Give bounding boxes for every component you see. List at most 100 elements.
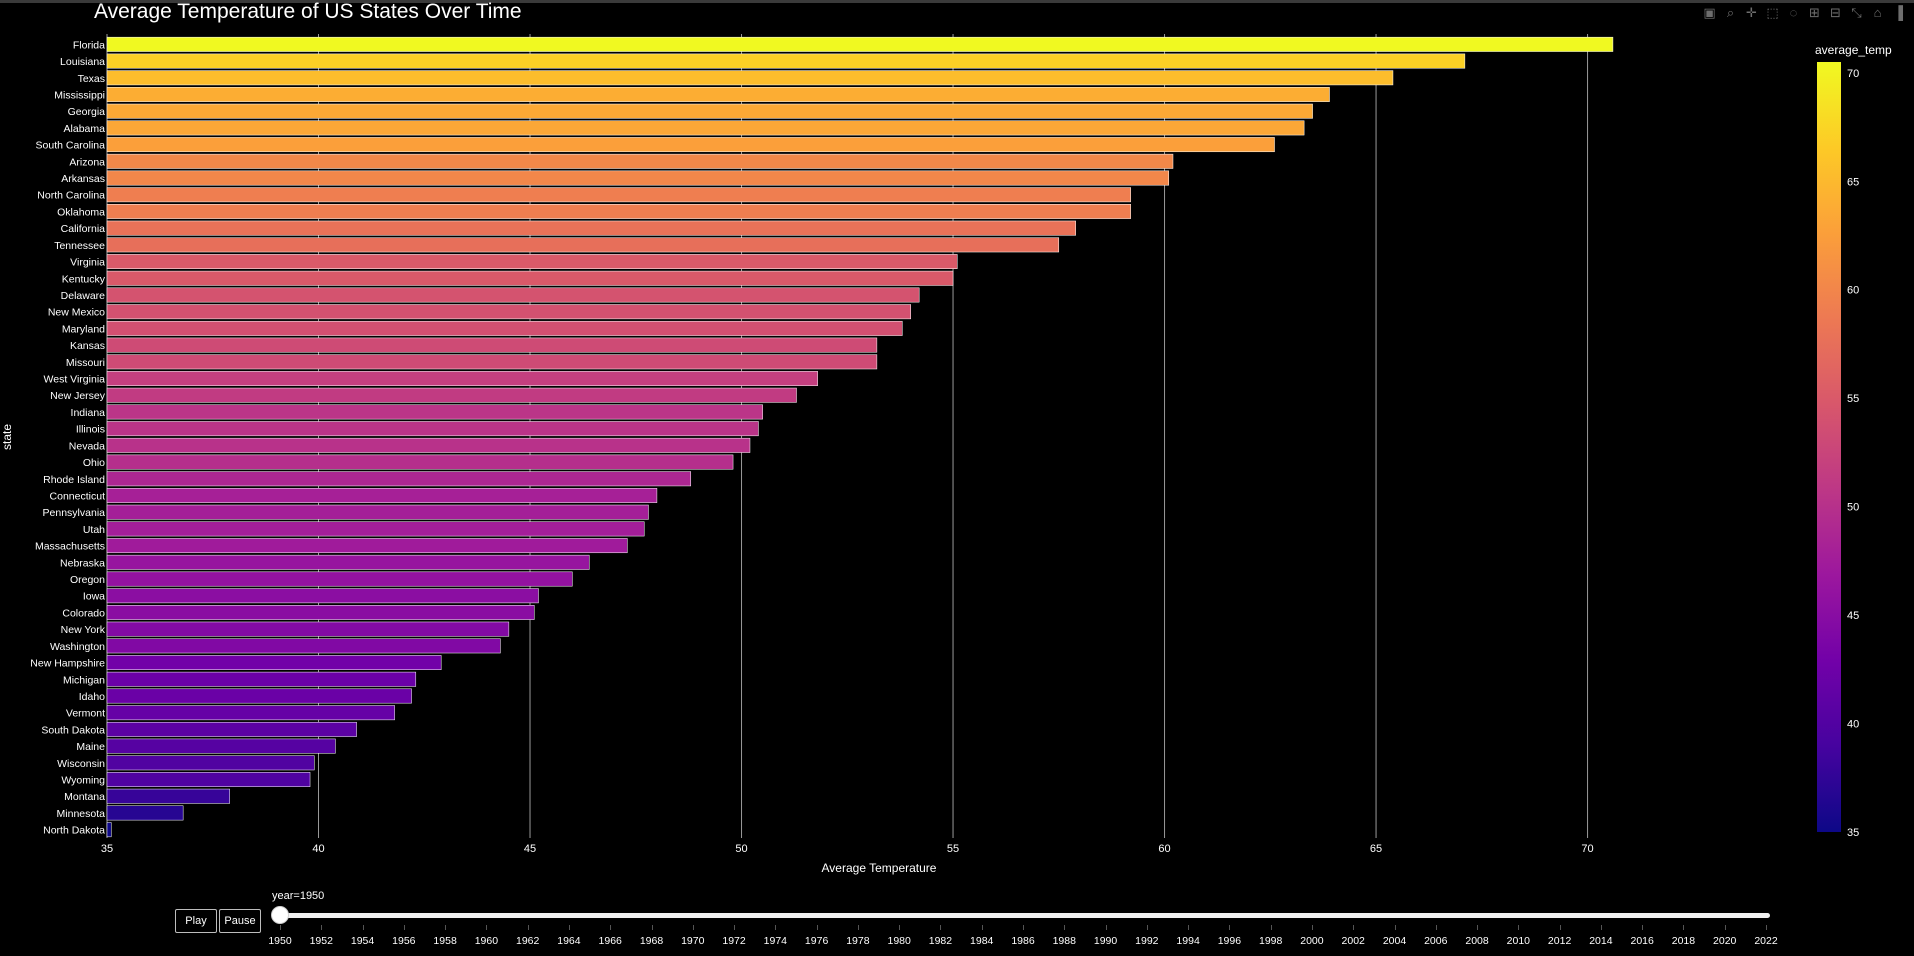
y-tick-label: Maine <box>76 741 105 753</box>
year-slider-rail[interactable] <box>272 913 1770 918</box>
slider-tick-label[interactable]: 1984 <box>970 935 994 947</box>
autoscale-icon[interactable]: ⤡ <box>1851 4 1862 20</box>
camera-icon[interactable]: ▣ <box>1703 4 1716 20</box>
slider-tick-label[interactable]: 2014 <box>1589 935 1613 947</box>
slider-tick-label[interactable]: 2010 <box>1506 935 1531 947</box>
play-button[interactable]: Play <box>175 909 217 933</box>
colorbar-tick-label: 35 <box>1847 827 1859 839</box>
bar <box>106 87 1330 102</box>
bar <box>106 471 692 487</box>
slider-tick-label[interactable]: 1954 <box>350 935 375 947</box>
slider-tick-label[interactable]: 1970 <box>681 935 705 947</box>
slider-tick-label[interactable]: 1998 <box>1258 935 1283 947</box>
slider-tick-label[interactable]: 2002 <box>1341 935 1365 947</box>
slider-tick <box>280 925 281 930</box>
slider-tick-label[interactable]: 2016 <box>1630 935 1654 947</box>
slider-tick <box>1188 925 1190 930</box>
y-tick-label: California <box>61 223 106 235</box>
bar <box>106 237 1060 253</box>
x-tick-label: 70 <box>1581 843 1593 855</box>
pause-button[interactable]: Pause <box>219 909 261 933</box>
slider-tick-label[interactable]: 1972 <box>722 935 746 947</box>
slider-tick-label[interactable]: 1974 <box>763 935 788 947</box>
slider-tick <box>1518 925 1520 930</box>
y-tick-label: Maryland <box>62 323 105 335</box>
slider-tick-label[interactable]: 2012 <box>1547 935 1572 947</box>
slider-tick-label[interactable]: 1962 <box>515 935 540 947</box>
slider-tick <box>486 925 488 930</box>
y-tick-label: Alabama <box>64 123 106 135</box>
y-tick-label: New Jersey <box>50 390 106 402</box>
pan-icon[interactable]: ✛ <box>1746 4 1757 20</box>
slider-tick-label[interactable]: 1960 <box>474 935 499 947</box>
slider-tick-label[interactable]: 1950 <box>268 935 292 947</box>
year-slider-handle[interactable] <box>271 906 289 924</box>
reset-axes-icon[interactable]: ⌂ <box>1873 4 1882 20</box>
bar <box>106 671 417 687</box>
bar <box>106 103 1313 119</box>
bar <box>106 805 184 821</box>
zoom-in-icon[interactable]: ⊞ <box>1809 4 1820 20</box>
slider-tick-label[interactable]: 1976 <box>804 935 829 947</box>
slider-tick-label[interactable]: 1982 <box>928 935 953 947</box>
colorbar-tick-label: 45 <box>1847 610 1859 622</box>
y-tick-label: Iowa <box>83 591 105 603</box>
slider-tick-label[interactable]: 2004 <box>1382 935 1407 947</box>
box-select-icon[interactable]: ⬚ <box>1766 4 1779 20</box>
y-tick-label: Pennsylvania <box>43 507 106 519</box>
y-tick-label: South Carolina <box>36 140 106 152</box>
y-tick-label: Colorado <box>62 607 105 619</box>
slider-tick <box>899 925 901 930</box>
slider-tick-label[interactable]: 2000 <box>1300 935 1324 947</box>
bar <box>106 137 1275 153</box>
y-tick-label: Wyoming <box>61 775 105 787</box>
bar <box>106 270 954 286</box>
bar <box>106 488 658 503</box>
plotly-logo-icon[interactable]: ▐ <box>1893 4 1904 20</box>
bar <box>106 287 920 303</box>
bar <box>106 170 1170 186</box>
slider-tick-label[interactable]: 1956 <box>392 935 416 947</box>
bar <box>106 721 357 737</box>
slider-tick-label[interactable]: 1996 <box>1217 935 1242 947</box>
slider-tick-label[interactable]: 1964 <box>557 935 581 947</box>
slider-tick <box>1105 925 1107 930</box>
slider-tick-label[interactable]: 1992 <box>1135 935 1159 947</box>
slider-tick-label[interactable]: 2018 <box>1671 935 1696 947</box>
slider-tick <box>568 925 570 930</box>
bar <box>106 571 573 587</box>
slider-tick-label[interactable]: 1990 <box>1093 935 1118 947</box>
slider-tick-label[interactable]: 1958 <box>433 935 457 947</box>
zoom-out-icon[interactable]: ⊟ <box>1830 4 1841 20</box>
slider-tick <box>1270 925 1272 930</box>
slider-tick-label[interactable]: 1994 <box>1176 935 1200 947</box>
slider-tick-label[interactable]: 1986 <box>1011 935 1035 947</box>
slider-tick-label[interactable]: 1988 <box>1052 935 1076 947</box>
bar <box>106 204 1131 219</box>
slider-tick-label[interactable]: 2008 <box>1465 935 1489 947</box>
zoom-icon[interactable]: ⌕ <box>1726 4 1735 20</box>
slider-tick-label[interactable]: 1966 <box>598 935 622 947</box>
colorbar-tick-label: 70 <box>1847 68 1859 80</box>
y-tick-label: Rhode Island <box>43 474 105 486</box>
y-tick-label: Washington <box>50 641 105 653</box>
y-tick-label: Idaho <box>79 691 105 703</box>
x-tick-label: 65 <box>1370 843 1382 855</box>
slider-tick-label[interactable]: 2006 <box>1424 935 1448 947</box>
x-tick-label: 45 <box>524 843 536 855</box>
slider-tick-label[interactable]: 2020 <box>1713 935 1737 947</box>
lasso-icon[interactable]: ◌ <box>1789 4 1798 20</box>
y-tick-label: New York <box>61 624 106 636</box>
y-tick-label: Montana <box>64 791 105 803</box>
y-tick-label: North Carolina <box>37 190 105 202</box>
slider-tick-label[interactable]: 2022 <box>1754 935 1778 947</box>
slider-tick-label[interactable]: 1968 <box>639 935 664 947</box>
bar <box>106 371 818 386</box>
slider-tick <box>1683 925 1685 930</box>
slider-tick-label[interactable]: 1978 <box>846 935 870 947</box>
x-tick-label: 40 <box>312 843 324 855</box>
colorbar-tick-label: 55 <box>1847 393 1859 405</box>
slider-tick-label[interactable]: 1980 <box>887 935 911 947</box>
slider-tick-label[interactable]: 1952 <box>309 935 333 947</box>
bar <box>106 36 1614 52</box>
